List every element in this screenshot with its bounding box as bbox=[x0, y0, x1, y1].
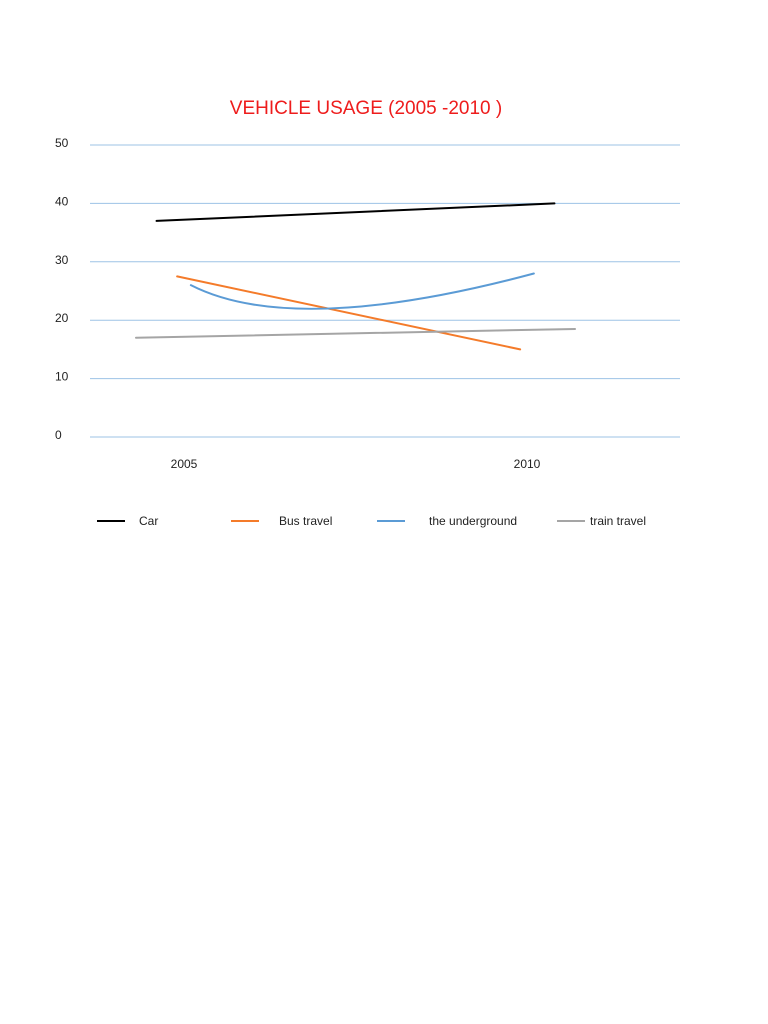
y-axis-tick-labels: 0 10 20 30 40 50 bbox=[55, 136, 69, 442]
gridlines bbox=[90, 144, 680, 438]
y-tick-label-20: 20 bbox=[55, 311, 69, 325]
y-tick-label-40: 40 bbox=[55, 194, 69, 208]
series-line-bus-travel bbox=[176, 275, 522, 351]
x-axis-tick-labels: 2005 2010 bbox=[171, 457, 541, 471]
y-tick-label-10: 10 bbox=[55, 370, 69, 384]
x-tick-label-2005: 2005 bbox=[171, 457, 198, 471]
series-line-the-underground bbox=[189, 272, 535, 310]
y-tick-label-50: 50 bbox=[55, 136, 69, 150]
series-line-car bbox=[155, 202, 556, 222]
x-tick-label-2010: 2010 bbox=[514, 457, 541, 471]
y-tick-label-30: 30 bbox=[55, 253, 69, 267]
y-tick-label-0: 0 bbox=[55, 428, 62, 442]
legend-label-bus-travel: Bus travel bbox=[279, 514, 332, 528]
series-lines bbox=[134, 202, 577, 351]
legend: Car Bus travel the underground train travel bbox=[97, 514, 646, 528]
series-line-train-travel bbox=[134, 327, 577, 339]
legend-label-train-travel: train travel bbox=[590, 514, 646, 528]
legend-label-car: Car bbox=[139, 514, 158, 528]
chart-title: VEHICLE USAGE (2005 -2010 ) bbox=[230, 98, 502, 119]
legend-label-the-underground: the underground bbox=[429, 514, 517, 528]
